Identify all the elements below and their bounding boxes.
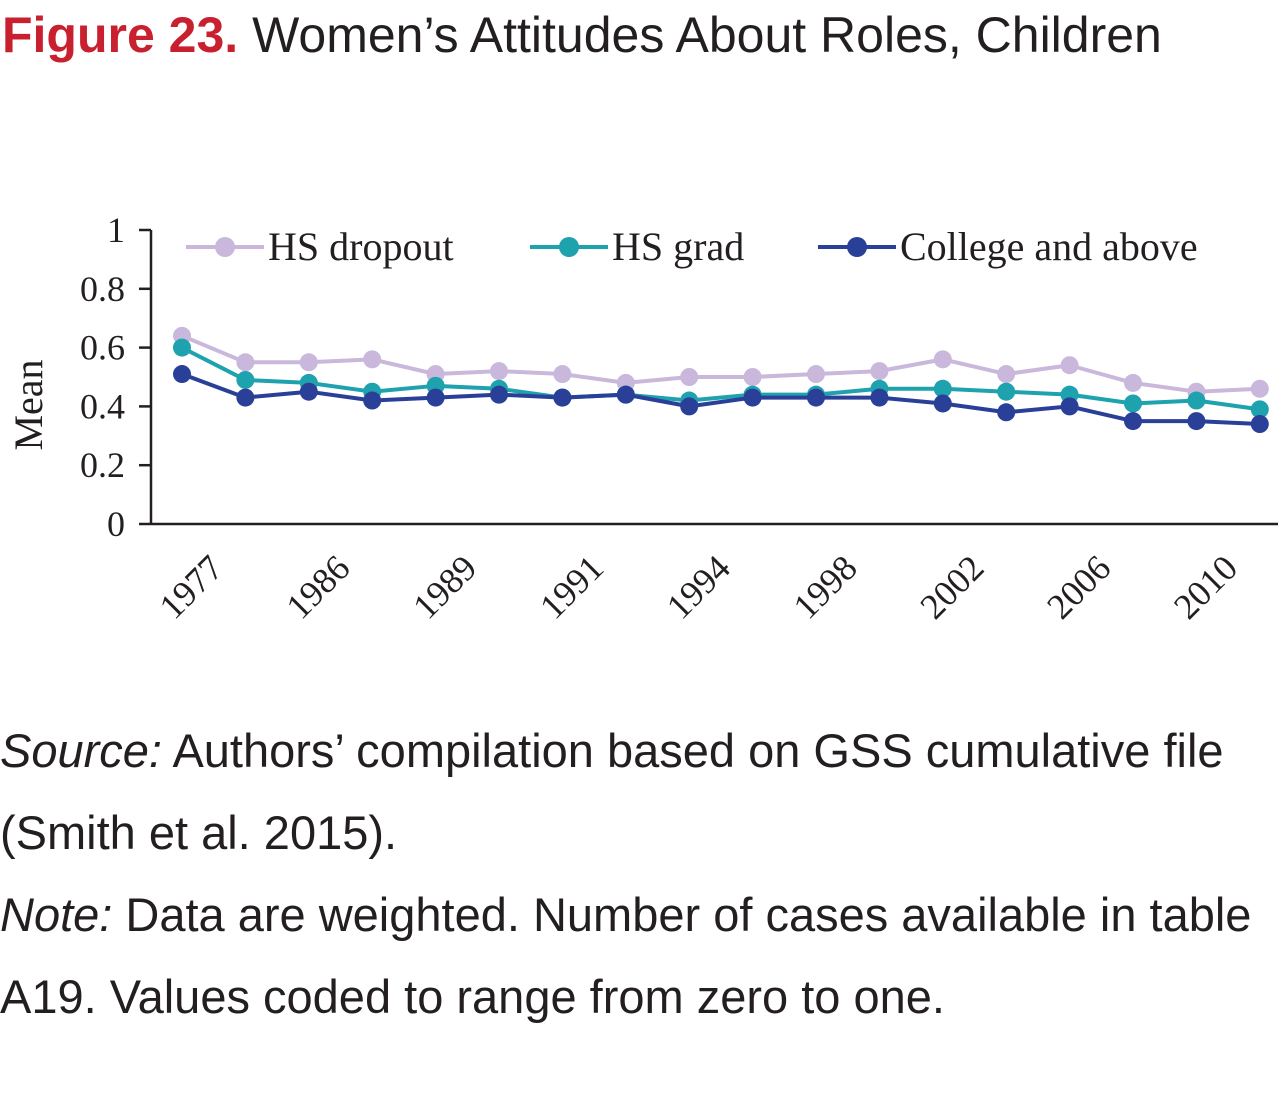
legend-item: College and above [818,224,1198,269]
data-point [870,362,889,381]
data-point [1124,373,1142,392]
data-point [236,370,255,389]
data-point [490,385,508,404]
data-point [363,350,382,369]
data-point [1250,415,1269,434]
series-line [181,372,1260,427]
note-label: Note: [0,888,113,941]
data-point [997,365,1016,384]
source-note: Source: Authors’ compilation based on GS… [0,710,1275,874]
data-point [1060,397,1079,416]
legend-item: HS grad [530,224,744,269]
x-tick-label: 2002 [912,547,991,626]
data-point [807,365,825,384]
data-point [933,379,952,398]
series-hs-dropout [173,326,1269,401]
data-point [1124,394,1142,413]
data-point [553,365,572,384]
x-tick-label: 2006 [1039,547,1118,626]
x-axis: 1977 1986 1989 1991 1994 1998 2002 2006 2010 [151,522,1278,627]
series-group [173,326,1269,434]
data-point [1187,391,1206,410]
legend-label: HS grad [612,224,744,269]
y-tick-label: 0.2 [80,445,125,485]
data-point [997,403,1016,422]
data-point [933,350,952,369]
source-label: Source: [0,724,162,777]
note-text: Data are weighted. Number of cases avail… [0,888,1252,1023]
data-point [1060,356,1079,375]
legend-swatch-marker [559,237,579,257]
data-point [363,391,382,410]
source-text: Authors’ compilation based on GSS cumula… [0,724,1224,859]
data-point [1124,412,1142,431]
data-point [426,388,445,407]
y-tick-label: 0.6 [80,328,125,368]
data-point [680,368,699,386]
series-line [181,345,1261,412]
data-point [807,388,825,407]
legend-swatch-marker [215,237,235,257]
data-point [553,388,572,407]
data-point [1250,400,1269,419]
data-point [236,388,255,407]
series-line [181,333,1260,394]
legend-label: HS dropout [268,224,454,269]
data-point [616,385,635,404]
data-point [997,382,1016,401]
data-point [1187,412,1206,431]
data-point [933,394,952,413]
y-tick-label: 0.8 [80,269,125,309]
data-point [173,365,191,384]
x-tick-label: 1991 [532,547,611,626]
legend: HS dropout HS grad College and above [186,224,1198,269]
y-tick-label: 1 [107,210,125,250]
figure-title: Figure 23. Women’s Attitudes About Roles… [2,0,1272,74]
figure-notes: Source: Authors’ compilation based on GS… [0,710,1275,1038]
legend-item: HS dropout [186,224,454,269]
data-point [173,338,191,357]
figure-label: Figure 23. [2,7,239,63]
x-tick-label: 1994 [659,547,738,626]
legend-label: College and above [900,224,1198,269]
y-axis-label: Mean [6,359,51,450]
y-tick-label: 0.4 [80,386,125,426]
data-point [236,353,255,372]
data-note: Note: Data are weighted. Number of cases… [0,874,1275,1038]
data-point [1250,379,1269,398]
data-point [490,362,508,381]
data-point [680,397,699,416]
x-tick-label: 1977 [152,547,231,626]
data-point [743,368,762,386]
data-point [743,388,762,407]
x-tick-label: 1986 [278,547,357,626]
data-point [299,382,318,401]
series-college-and-above [173,365,1269,434]
x-tick-label: 1998 [786,547,865,626]
data-point [299,353,318,372]
x-tick-label: 2010 [1166,547,1245,626]
y-tick-label: 0 [107,504,125,544]
data-point [870,388,889,407]
x-tick-label: 1989 [405,547,484,626]
figure-title-text: Women’s Attitudes About Roles, Children [252,7,1162,63]
legend-swatch-marker [847,237,867,257]
y-axis: 0 0.2 0.4 0.6 0.8 1 Mean [6,210,153,544]
